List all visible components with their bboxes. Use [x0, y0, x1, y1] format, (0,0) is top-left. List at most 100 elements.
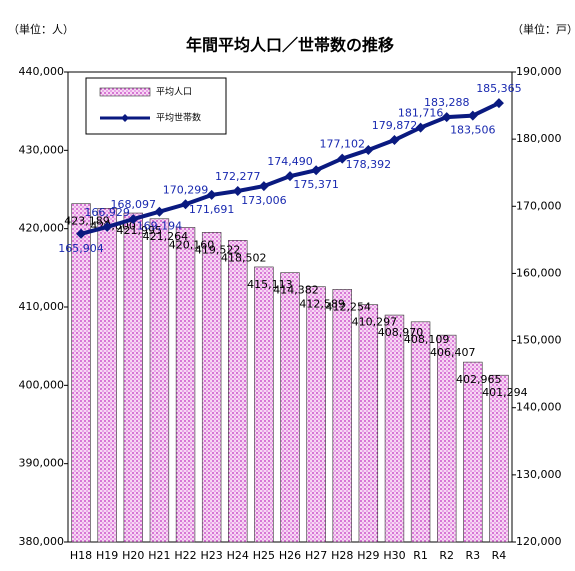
bar [384, 314, 405, 543]
bar [228, 240, 248, 543]
value-label: 174,490 [267, 155, 313, 168]
value-label: 172,277 [215, 170, 261, 183]
x-tick-label: R2 [439, 549, 454, 562]
marker [441, 112, 452, 123]
marker [337, 153, 348, 164]
y-tick-label: 400,000 [19, 378, 65, 391]
value-label: 410,297 [352, 316, 398, 329]
x-tick-label: H28 [331, 549, 353, 562]
value-label: 173,006 [241, 194, 287, 207]
marker [493, 98, 504, 109]
bar [463, 361, 483, 543]
y-tick-label: 380,000 [19, 535, 65, 548]
y2-tick-label: 170,000 [516, 199, 562, 212]
y-tick-label: 440,000 [19, 65, 65, 78]
x-tick-label: H24 [227, 549, 249, 562]
y2-tick-label: 120,000 [516, 535, 562, 548]
x-tick-label: H25 [253, 549, 275, 562]
value-label: 415,113 [247, 278, 293, 291]
y-tick-label: 430,000 [19, 143, 65, 156]
value-label: 179,872 [372, 119, 418, 132]
y2-tick-label: 140,000 [516, 401, 562, 414]
value-label: 168,097 [111, 198, 157, 211]
value-label: 418,502 [221, 251, 267, 264]
marker [180, 199, 191, 210]
y2-unit-label: （単位：戸） [512, 22, 575, 36]
legend-swatch [99, 87, 151, 97]
x-tick-label: H27 [305, 549, 327, 562]
y-tick-label: 410,000 [19, 300, 65, 313]
value-label: 408,970 [378, 326, 424, 339]
x-tick-label: R3 [465, 549, 480, 562]
x-tick-label: H22 [174, 549, 196, 562]
value-label: 402,965 [456, 373, 502, 386]
legend-label: 平均人口 [156, 86, 192, 98]
value-label: 165,904 [58, 242, 104, 255]
bar [489, 374, 509, 543]
marker [467, 110, 478, 121]
value-label: 412,589 [299, 298, 345, 311]
bar [123, 212, 143, 543]
y2-tick-label: 130,000 [516, 468, 562, 481]
bar [410, 321, 431, 543]
marker [154, 206, 165, 217]
x-tick-label: H19 [96, 549, 118, 562]
x-tick-label: H20 [122, 549, 144, 562]
marker [232, 185, 243, 196]
value-label: 185,365 [476, 82, 522, 95]
x-tick-label: H18 [70, 549, 92, 562]
y2-tick-label: 150,000 [516, 334, 562, 347]
x-tick-label: H29 [357, 549, 379, 562]
legend-swatch [121, 114, 129, 122]
value-label: 181,716 [398, 107, 444, 120]
x-tick-label: H30 [383, 549, 405, 562]
bar [97, 208, 117, 543]
y2-tick-label: 190,000 [516, 65, 562, 78]
value-label: 421,995 [117, 224, 163, 237]
bar [254, 266, 274, 543]
marker [102, 221, 113, 232]
value-label: 170,299 [163, 183, 209, 196]
marker [285, 171, 295, 182]
bar [306, 286, 326, 543]
value-label: 423,189 [64, 215, 110, 228]
bar [332, 289, 352, 543]
marker [258, 181, 269, 192]
x-tick-label: R4 [492, 549, 507, 562]
marker [311, 165, 322, 176]
bar [437, 334, 457, 543]
x-tick-label: H26 [279, 549, 301, 562]
value-label: 414,382 [273, 284, 319, 297]
value-label: 183,506 [450, 124, 496, 137]
value-label: 406,407 [430, 346, 476, 359]
x-tick-label: H21 [148, 549, 170, 562]
y-tick-label: 390,000 [19, 457, 65, 470]
marker [76, 228, 87, 239]
value-label: 421,264 [143, 230, 189, 243]
marker [206, 189, 217, 200]
marker [389, 135, 400, 146]
value-label: 412,254 [325, 300, 371, 313]
value-label: 420,160 [169, 238, 215, 251]
bar [175, 227, 196, 543]
legend-label: 平均世帯数 [156, 112, 201, 124]
value-label: 178,392 [346, 158, 392, 171]
value-label: 171,691 [189, 203, 235, 216]
value-label: 169,194 [137, 220, 183, 233]
value-label: 166,929 [84, 206, 130, 219]
value-label: 177,102 [319, 138, 365, 151]
x-tick-label: R1 [413, 549, 428, 562]
bar [71, 203, 91, 543]
value-label: 175,371 [293, 178, 339, 191]
value-label: 183,288 [424, 96, 470, 109]
y-unit-label: （単位：人） [8, 22, 74, 36]
marker [128, 214, 139, 225]
bar [149, 218, 170, 543]
x-tick-label: H23 [201, 549, 223, 562]
value-label: 419,522 [195, 243, 241, 256]
y2-tick-label: 160,000 [516, 266, 562, 279]
y2-tick-label: 180,000 [516, 132, 562, 145]
value-label: 401,294 [482, 386, 528, 399]
marker [415, 122, 426, 133]
marker [363, 144, 374, 155]
